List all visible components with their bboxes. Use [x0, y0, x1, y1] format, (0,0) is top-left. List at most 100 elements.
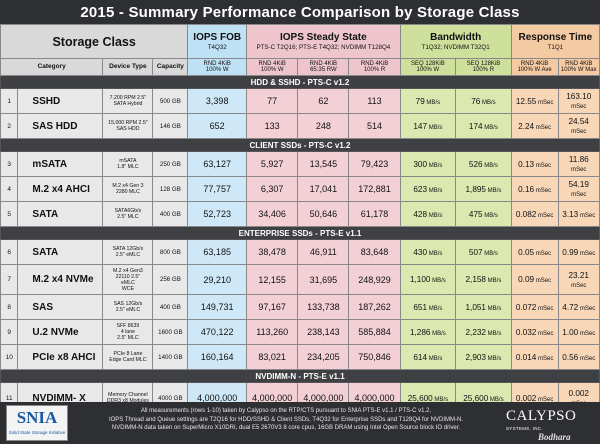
cell-unit: MB/s: [427, 250, 443, 257]
iops-ss-mixed-value: 234,205: [297, 344, 350, 370]
cell-unit: mSec: [534, 124, 552, 131]
bandwidth-read-value: 526 MB/s: [455, 151, 512, 177]
bandwidth-write-value: 1,100 MB/s: [399, 264, 457, 295]
metric-l2: 100% W: [205, 67, 229, 73]
iops-ss-mixed-value: 238,143: [297, 319, 350, 345]
cell-value: 2,158: [465, 275, 487, 284]
metric-header: RND 4KiB 100% W: [187, 58, 248, 76]
response-max-value: 0.99 mSec: [557, 239, 600, 265]
capacity: 1400 GB: [152, 344, 189, 370]
response-max-value: 54.19 mSec: [557, 176, 600, 202]
cell-unit: MB/s: [427, 355, 443, 362]
cell-value: 1.00: [562, 327, 579, 337]
response-max-value: 11.86 mSec: [557, 151, 600, 177]
footnote: All measurements (rows 1-10) taken by Ca…: [140, 408, 432, 414]
cell-value: 24.54: [568, 117, 590, 126]
device-type: M.2 x4 Gen 3 2280 MLC: [102, 176, 154, 202]
bandwidth-write-value: 1,286 MB/s: [399, 319, 457, 345]
device-type: SATA 12Gb/s 2.5" eMLC: [102, 239, 154, 265]
metric-l1: RND 4KiB: [520, 60, 549, 67]
storage-class-header: Storage Class: [0, 24, 189, 59]
group-name: Response Time: [518, 31, 593, 43]
cell-value: 507: [468, 247, 483, 257]
cell-value: 651: [413, 302, 428, 312]
device-type: PCIe 8 Lane Edge Card MLC: [102, 344, 154, 370]
cell-value: 0.002: [568, 389, 590, 398]
table-row: 8 SAS SAS 12Gb/s 2.5" eMLC 400 GB 149,731 97,1…: [0, 294, 600, 320]
cell-unit: MB/s: [482, 212, 498, 219]
cell-unit: mSec: [536, 396, 554, 403]
cell-unit: MB/s: [482, 124, 498, 131]
iops-fob-value: 29,210: [187, 264, 248, 295]
iops-ss-read-value: 83,648: [348, 239, 401, 265]
iops-ss-read-value: 113: [348, 88, 401, 114]
metric-l2: 100% R: [363, 67, 386, 73]
bandwidth-write-value: 300 MB/s: [399, 151, 457, 177]
section-title: NVDIMM-N - PTS-E v1.1: [0, 369, 600, 383]
category-name: SAS HDD: [17, 113, 104, 139]
category-name: SATA: [17, 201, 104, 227]
device-line: PCIe 8 Lane: [113, 351, 143, 357]
cell-unit: mSec: [536, 330, 554, 337]
capacity: 146 GB: [152, 113, 189, 139]
metric-l2: 65:35 RW: [310, 67, 337, 73]
cell-unit: MB/s: [424, 99, 441, 106]
cell-value: 1,051: [465, 302, 487, 312]
capacity: 400 GB: [152, 201, 189, 227]
device-line: SFF 8639: [116, 323, 140, 329]
response-max-value: 163.10 mSec: [557, 88, 600, 114]
cell-value: 147: [413, 121, 428, 131]
response-ave-value: 12.55 mSec: [510, 88, 559, 114]
category-header: Category: [0, 58, 104, 76]
snia-logo-tagline: Solid State Storage Initiative: [8, 430, 66, 435]
cell-unit: mSec: [578, 355, 596, 362]
row-number: 2: [0, 113, 19, 139]
device-line: mSATA: [119, 158, 137, 164]
capacity: 250 GB: [152, 151, 189, 177]
bandwidth-write-value: 430 MB/s: [399, 239, 457, 265]
cell-unit: MB/s: [480, 99, 496, 106]
cell-unit: mSec: [578, 250, 596, 257]
cell-value: 76: [471, 96, 481, 106]
cell-unit: mSec: [536, 305, 554, 312]
iops-ss-write-value: 12,155: [246, 264, 299, 295]
device-line: 7,200 RPM 2.5": [109, 95, 147, 101]
row-number: 3: [0, 151, 19, 177]
capacity: 800 GB: [152, 239, 189, 265]
performance-table: Storage Class IOPS FOB T4Q32 IOPS Steady…: [0, 24, 600, 414]
metric-l2: 100% W: [416, 67, 440, 73]
response-max-value: 23.21 mSec: [557, 264, 600, 295]
iops-ss-write-value: 83,021: [246, 344, 299, 370]
category-name: M.2 x4 AHCI: [17, 176, 104, 202]
iops-fob-value: 160,164: [187, 344, 248, 370]
device-type: mSATA 1.8" MLC: [102, 151, 154, 177]
bandwidth-write-value: 623 MB/s: [399, 176, 457, 202]
bandwidth-write-value: 147 MB/s: [399, 113, 457, 139]
bandwidth-read-value: 174 MB/s: [455, 113, 512, 139]
iops-ss-write-value: 38,478: [246, 239, 299, 265]
device-line: SATA Hybrid: [113, 101, 143, 107]
row-number: 4: [0, 176, 19, 202]
cell-unit: MB/s: [486, 330, 502, 337]
response-ave-value: 0.072 mSec: [510, 294, 559, 320]
metric-header: SEQ 128KiB 100% R: [455, 58, 512, 76]
bandwidth-read-value: 2,158 MB/s: [455, 264, 512, 295]
cell-value: 174: [468, 121, 483, 131]
iops-fob-value: 652: [187, 113, 248, 139]
iops-ss-read-value: 172,881: [348, 176, 401, 202]
section-title: HDD & SSHD - PTS-C v1.2: [0, 75, 600, 89]
cell-value: 23.21: [568, 270, 590, 280]
cell-unit: mSec: [534, 162, 552, 169]
device-line: M.2 x4 Gen3: [113, 267, 143, 274]
iops-ss-mixed-value: 62: [297, 88, 350, 114]
cell-unit: MB/s: [486, 278, 502, 284]
iops-ss-write-value: 6,307: [246, 176, 299, 202]
iops-ss-read-value: 514: [348, 113, 401, 139]
cell-unit: MB/s: [430, 278, 446, 284]
bandwidth-read-value: 1,895 MB/s: [455, 176, 512, 202]
cell-value: 12.55: [515, 96, 537, 106]
table-body: Storage Class IOPS FOB T4Q32 IOPS Steady…: [0, 24, 600, 414]
device-line: 22110 2.5": [115, 273, 141, 280]
device-line: 1.8" MLC: [117, 164, 139, 170]
